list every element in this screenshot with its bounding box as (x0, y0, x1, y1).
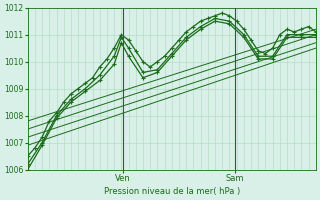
X-axis label: Pression niveau de la mer( hPa ): Pression niveau de la mer( hPa ) (104, 187, 240, 196)
